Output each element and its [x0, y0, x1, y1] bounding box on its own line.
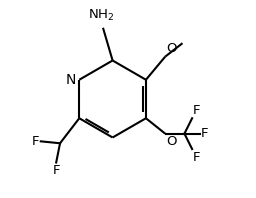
Text: F: F [201, 127, 208, 140]
Text: F: F [52, 164, 60, 177]
Text: O: O [166, 135, 177, 148]
Text: N: N [66, 73, 76, 87]
Text: F: F [32, 135, 39, 148]
Text: F: F [193, 150, 200, 164]
Text: F: F [193, 104, 200, 117]
Text: O: O [166, 42, 177, 55]
Text: NH$_2$: NH$_2$ [88, 8, 114, 23]
